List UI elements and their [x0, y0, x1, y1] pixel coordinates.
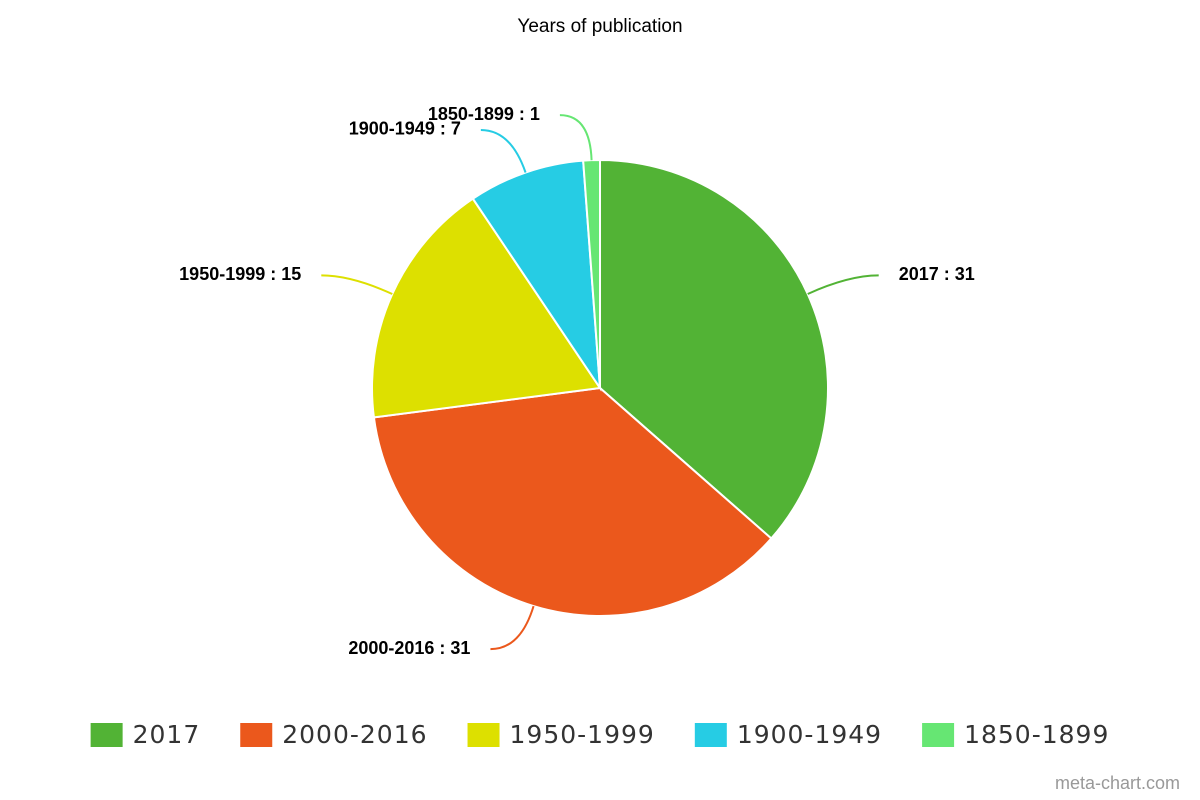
data-label: 1850-1899 : 1	[428, 104, 540, 124]
legend-swatch[interactable]	[90, 723, 123, 747]
leader-line	[321, 274, 393, 295]
leader-line	[559, 114, 593, 161]
leader-line	[480, 128, 527, 173]
data-label: 2017 : 31	[899, 264, 975, 284]
legend-label[interactable]: 1950-1999	[510, 720, 655, 749]
data-label: 2000-2016 : 31	[348, 638, 470, 658]
legend-swatch[interactable]	[240, 723, 273, 747]
legend-label[interactable]: 1850-1899	[964, 720, 1109, 749]
data-label: 1900-1949 : 7	[349, 119, 461, 139]
pie-slice	[471, 159, 602, 392]
legend-label[interactable]: 2017	[133, 720, 201, 749]
credit[interactable]: meta-chart.com	[1055, 773, 1180, 793]
pie-slice	[371, 197, 602, 419]
legend-label[interactable]: 1900-1949	[737, 720, 882, 749]
chart-title: Years of publication	[517, 16, 682, 37]
pie-slice	[582, 158, 601, 389]
legend-swatch[interactable]	[467, 723, 500, 747]
legend-label[interactable]: 2000-2016	[282, 720, 427, 749]
leader-line	[807, 274, 879, 295]
legend-swatch[interactable]	[922, 723, 955, 747]
legend-swatch[interactable]	[694, 723, 727, 747]
leader-line	[490, 605, 535, 651]
data-label: 1950-1999 : 15	[179, 264, 301, 284]
